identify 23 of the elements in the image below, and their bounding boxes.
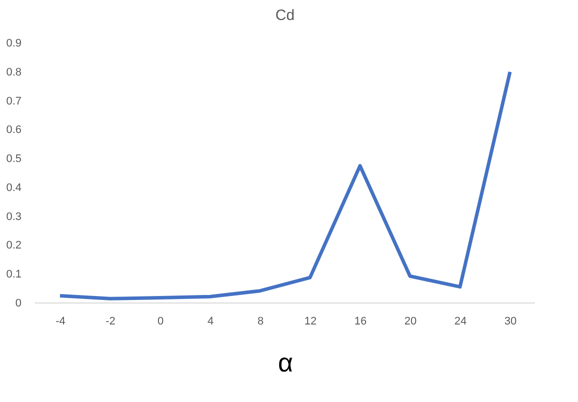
x-tick-label: 4 [207, 316, 214, 328]
y-tick-label: 0.7 [6, 95, 22, 108]
x-axis-title: α [278, 348, 294, 378]
x-tick-label: 16 [354, 316, 367, 328]
x-tick-label: 30 [504, 316, 517, 328]
x-tick-label: 20 [404, 316, 417, 328]
x-tick-label: -4 [56, 316, 66, 328]
y-tick-label: 0.1 [6, 268, 22, 281]
x-tick-label: 8 [257, 316, 264, 328]
x-tick-label: -2 [106, 316, 116, 328]
y-tick-label: 0.5 [6, 153, 22, 166]
y-tick-label: 0.4 [6, 182, 22, 194]
line-series [58, 70, 512, 300]
x-tick-label: 24 [454, 316, 467, 328]
y-tick-label: 0.8 [6, 66, 22, 78]
x-tick-label: 0 [157, 316, 164, 328]
y-tick-label: 0.3 [6, 210, 22, 223]
y-tick-label: 0.9 [6, 38, 22, 50]
y-tick-label: 0 [15, 298, 22, 310]
x-tick-label: 12 [304, 316, 317, 328]
chart-title: Cd [275, 7, 295, 24]
y-tick-label: 0.6 [6, 124, 22, 136]
y-tick-label: 0.2 [6, 240, 22, 252]
